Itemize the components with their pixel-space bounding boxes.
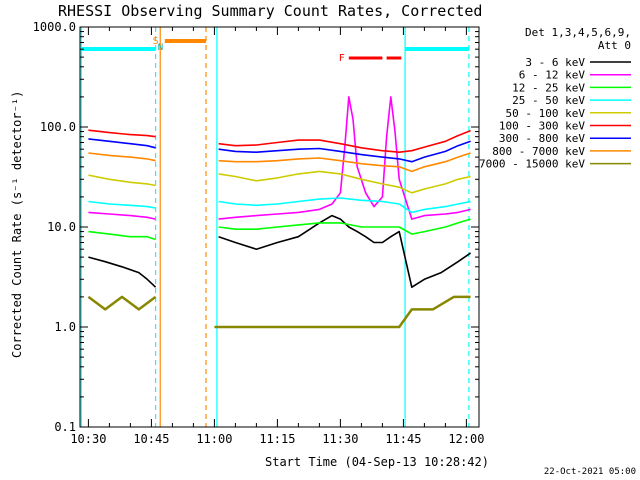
y-tick-label-3: 100.0 xyxy=(40,120,76,134)
legend-header-line-2: Att 0 xyxy=(598,39,631,52)
x-tick-label-0: 10:30 xyxy=(70,432,106,446)
series-8-segment-0 xyxy=(87,295,157,311)
saa-label: S xyxy=(153,36,159,47)
y-axis: 0.1 1.0 10.0 100.0 1000.0 xyxy=(33,20,479,434)
series-lines xyxy=(87,96,472,329)
legend-label-6: 300 - 800 keV xyxy=(499,132,585,145)
legend-label-3: 25 - 50 keV xyxy=(512,94,585,107)
y-tick-label-1: 1.0 xyxy=(54,320,76,334)
series-2-segment-0 xyxy=(88,230,156,241)
footer-date: 22-Oct-2021 05:00 xyxy=(544,467,636,477)
chart-title: RHESSI Observing Summary Count Rates, Co… xyxy=(58,2,482,20)
flare-label: F xyxy=(339,53,345,64)
y-axis-label: Corrected Count Rate (s⁻¹ detector⁻¹) xyxy=(10,91,24,358)
x-tick-label-6: 12:00 xyxy=(448,432,484,446)
series-8-segment-1 xyxy=(214,295,471,329)
series-5-segment-1 xyxy=(218,129,471,153)
night-label: N xyxy=(158,43,163,53)
series-6-segment-0 xyxy=(88,138,156,149)
y-tick-label-4: 1000.0 xyxy=(33,20,76,34)
legend-label-5: 100 - 300 keV xyxy=(499,120,585,133)
x-axis-label: Start Time (04-Sep-13 10:28:42) xyxy=(265,455,489,469)
legend-header-line-1: Det 1,3,4,5,6,9, xyxy=(525,26,631,39)
legend-label-7: 800 - 7000 keV xyxy=(492,145,585,158)
legend-label-1: 6 - 12 keV xyxy=(519,69,586,82)
series-4-segment-1 xyxy=(218,170,471,194)
series-7-segment-1 xyxy=(218,152,471,173)
legend-label-2: 12 - 25 keV xyxy=(512,81,585,94)
series-5-segment-0 xyxy=(88,129,156,138)
y-tick-label-0: 0.1 xyxy=(54,420,76,434)
legend-label-4: 50 - 100 keV xyxy=(506,107,586,120)
series-6-segment-1 xyxy=(218,140,471,163)
x-tick-label-3: 11:15 xyxy=(259,432,295,446)
series-0-segment-0 xyxy=(88,256,157,288)
legend-label-8: 7000 - 15000 keV xyxy=(479,158,585,171)
series-3-segment-1 xyxy=(218,197,471,214)
x-tick-label-5: 11:45 xyxy=(385,432,421,446)
x-tick-label-2: 11:00 xyxy=(196,432,232,446)
series-7-segment-0 xyxy=(88,152,156,162)
series-2-segment-1 xyxy=(218,218,471,235)
x-axis: 10:30 10:45 11:00 11:15 11:30 11:45 12:00 xyxy=(70,27,484,446)
x-tick-label-1: 10:45 xyxy=(133,432,169,446)
series-3-segment-0 xyxy=(88,200,156,209)
series-4-segment-0 xyxy=(88,174,156,187)
series-0-segment-1 xyxy=(218,214,472,289)
y-tick-label-2: 10.0 xyxy=(47,220,76,234)
series-1-segment-0 xyxy=(88,211,156,220)
legend-label-0: 3 - 6 keV xyxy=(525,56,585,69)
x-tick-label-4: 11:30 xyxy=(322,432,358,446)
observing-bands: SN F xyxy=(80,27,470,427)
